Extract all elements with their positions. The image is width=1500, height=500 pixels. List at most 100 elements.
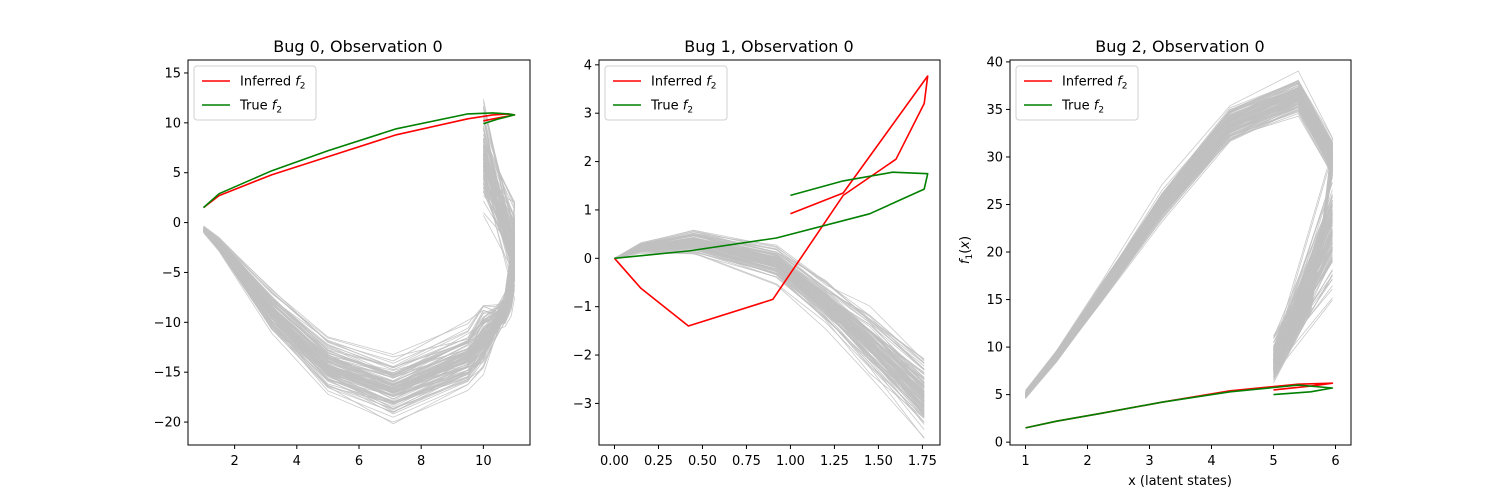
x-tick-label: 3 <box>1145 454 1153 469</box>
legend-label: True f2 <box>1061 99 1104 116</box>
legend-label-text: True <box>1061 99 1094 114</box>
axes-frame <box>598 59 941 446</box>
sample-curve <box>203 144 515 386</box>
x-tick-label: 0.00 <box>600 454 629 469</box>
legend-label-sub: 2 <box>1098 106 1104 116</box>
x-tick-label: 5 <box>1269 454 1277 469</box>
sample-curve <box>203 154 515 405</box>
sample-curve <box>614 241 925 393</box>
sample-curve <box>1025 101 1333 397</box>
x-tick-label: 2 <box>230 454 238 469</box>
x-tick-label: 4 <box>293 454 301 469</box>
y-tick-label: 15 <box>986 293 1003 308</box>
legend-label-sub: 2 <box>1122 82 1128 92</box>
y-axis-label-sub: 1 <box>965 254 975 260</box>
legend-label: Inferred f2 <box>240 75 306 92</box>
y-axis-label-f: f <box>958 257 973 264</box>
y-tick-label: −15 <box>154 366 181 381</box>
y-tick-label: 1 <box>584 203 592 218</box>
legend-box <box>193 65 317 121</box>
y-tick-label: 2 <box>584 155 592 170</box>
legend-label-text: Inferred <box>1062 75 1117 90</box>
y-tick-label: −3 <box>573 397 592 412</box>
y-axis-label-x: x <box>958 241 973 250</box>
y-tick-label: 30 <box>986 150 1003 165</box>
legend-label-text: Inferred <box>240 75 295 90</box>
y-tick-label: 0 <box>995 436 1003 451</box>
subplot-title: Bug 1, Observation 0 <box>684 37 853 56</box>
legend-label-f: f <box>1094 99 1101 114</box>
inferred-series-line <box>613 75 929 327</box>
legend-label: True f2 <box>239 99 282 116</box>
y-axis-label: f1(x) <box>958 236 975 264</box>
sample-curve <box>203 138 515 418</box>
subplot-0: Bug 0, Observation 0 2 4 6 8 10 −20 −15 −10 −5 0 5… <box>154 37 531 469</box>
x-tick-label: 1 <box>1021 454 1029 469</box>
legend-label-f: f <box>706 75 713 90</box>
sample-curve <box>614 246 925 413</box>
legend-label: Inferred f2 <box>651 75 717 92</box>
legend-label-text: True <box>650 99 683 114</box>
y-tick-label: 10 <box>164 116 181 131</box>
subplot-2: Bug 2, Observation 0 1 2 3 4 5 6 0 5 10 15 20 25 30 3… <box>958 37 1352 489</box>
sample-curve <box>614 239 925 399</box>
plot-area: 0.00 0.25 0.50 0.75 1.00 1.25 1.50 1.75 −3 −2 −1 0 1… <box>573 58 941 469</box>
x-tick-label: 8 <box>417 454 425 469</box>
legend-label-f: f <box>272 99 279 114</box>
x-tick-label: 6 <box>1331 454 1339 469</box>
x-tick-label: 0.25 <box>644 454 673 469</box>
true-series-line <box>202 112 516 209</box>
true-series-line <box>614 171 929 260</box>
y-tick-label: 5 <box>173 166 181 181</box>
legend-label-sub: 2 <box>711 82 717 92</box>
y-tick-label: 15 <box>164 66 181 81</box>
y-tick-label: −1 <box>573 300 592 315</box>
legend-label-f: f <box>295 75 302 90</box>
x-tick-label: 0.50 <box>688 454 717 469</box>
x-tick-label: 6 <box>355 454 363 469</box>
legend-label-f: f <box>683 99 690 114</box>
sample-curve <box>614 250 925 418</box>
x-axis-label: x (latent states) <box>1128 474 1232 489</box>
sample-curve <box>614 244 925 416</box>
y-tick-label: −2 <box>573 349 592 364</box>
y-tick-label: −20 <box>154 416 181 431</box>
sample-curve <box>1025 79 1333 394</box>
legend-label-text: Inferred <box>651 75 706 90</box>
y-tick-label: 10 <box>986 341 1003 356</box>
sample-curve <box>614 232 925 371</box>
sample-curve <box>614 238 925 387</box>
sample-curve <box>1025 91 1333 395</box>
y-tick-label: 3 <box>584 107 592 122</box>
legend-label-sub: 2 <box>687 106 693 116</box>
legend-label: Inferred f2 <box>1062 75 1128 92</box>
x-tick-label: 10 <box>475 454 492 469</box>
x-tick-label: 1.00 <box>776 454 805 469</box>
sample-curve <box>614 252 925 438</box>
y-tick-label: 35 <box>986 103 1003 118</box>
x-tick-label: 2 <box>1083 454 1091 469</box>
data-lines <box>1025 70 1334 429</box>
legend-label-sub: 2 <box>276 106 282 116</box>
legend-label: True f2 <box>650 99 693 116</box>
x-tick-label: 1.75 <box>908 454 937 469</box>
y-tick-label: 4 <box>584 58 592 73</box>
y-tick-label: −10 <box>154 316 181 331</box>
y-tick-label: 0 <box>173 216 181 231</box>
y-tick-label: 40 <box>986 55 1003 70</box>
subplot-1: Bug 1, Observation 0 0.00 0.25 0.50 0.75 1.0… <box>573 37 941 469</box>
legend-box <box>604 65 728 121</box>
sample-curve <box>1025 108 1333 399</box>
legend-label-f: f <box>1117 75 1124 90</box>
data-lines <box>613 75 929 439</box>
data-lines <box>202 99 516 425</box>
sample-curve <box>614 230 925 360</box>
x-tick-label: 1.25 <box>820 454 849 469</box>
y-tick-label: 5 <box>995 388 1003 403</box>
y-axis-label-arg: ( <box>958 249 973 254</box>
